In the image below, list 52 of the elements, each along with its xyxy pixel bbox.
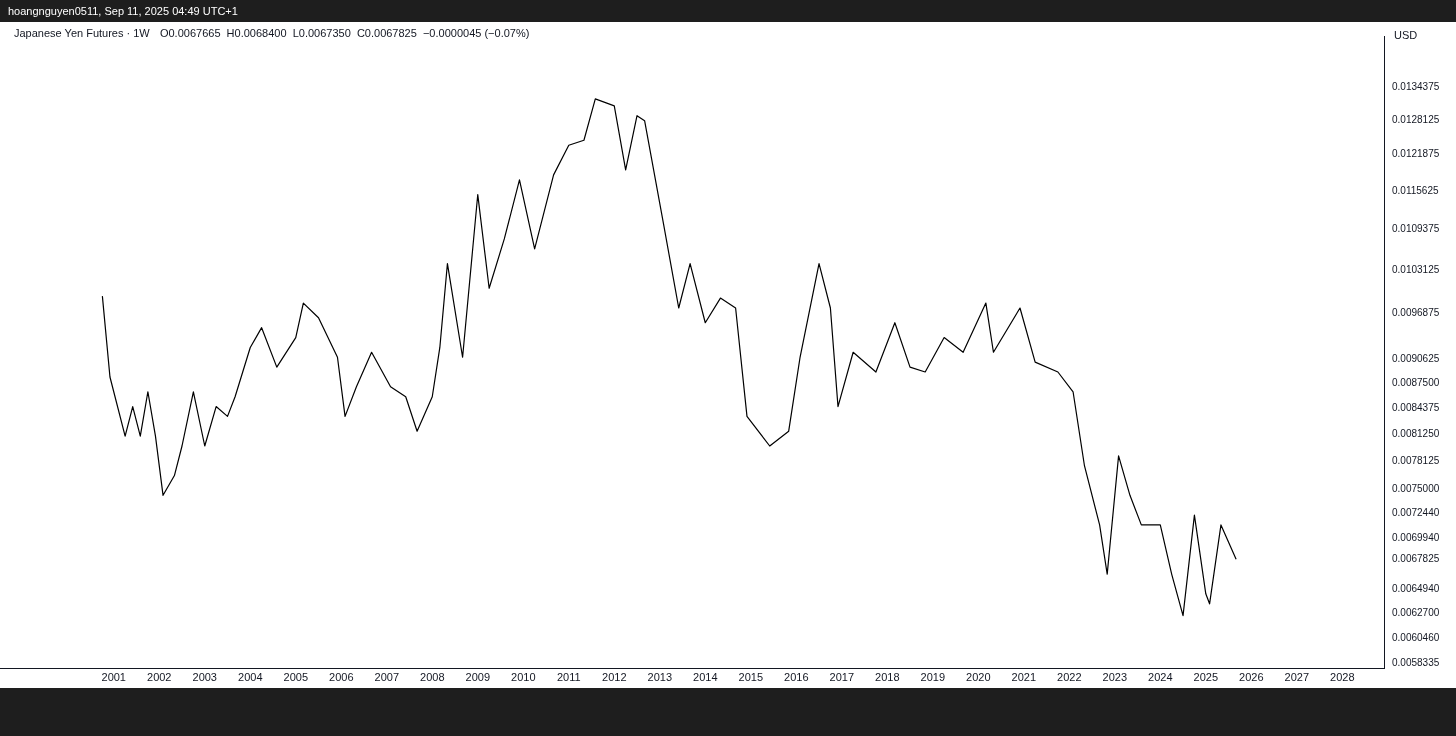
x-tick-label: 2001 (101, 671, 126, 684)
y-tick-label: 0.0067825 (1392, 552, 1440, 564)
y-tick-label: 0.0115625 (1392, 184, 1439, 196)
x-tick-label: 2009 (465, 671, 491, 684)
x-tick-label: 2005 (283, 671, 308, 684)
y-tick-label: 0.0128125 (1392, 113, 1440, 125)
text: hoangnguyen0511, Sep 11, 2025 04:49 UTC+1 (7, 4, 239, 19)
x-tick-label: 2022 (1057, 671, 1082, 684)
y-tick-label: 0.0075000 (1392, 483, 1440, 495)
x-tick-label: 2027 (1284, 671, 1310, 684)
annotation: O0.0067665 H0.0068400 L0.0067350 C0.0067825 −0.0000045 (−0.07%) (159, 27, 530, 40)
x-tick-label: 2019 (920, 671, 946, 684)
x-tick-label: 2006 (329, 671, 354, 684)
x-tick-label: 2003 (192, 671, 217, 684)
x-tick-label: 2002 (147, 671, 172, 684)
x-tick-label: 2025 (1193, 671, 1219, 684)
x-tick-label: 2015 (738, 671, 764, 684)
x-tick-label: 2014 (693, 671, 718, 684)
x-tick-label: 2016 (784, 671, 809, 684)
y-tick-label: 0.0134375 (1392, 80, 1440, 92)
x-tick-label: 2023 (1102, 671, 1128, 684)
x-tick-label: 2017 (829, 671, 855, 684)
chart-title: Japanese Yen Futures · 1W (14, 27, 151, 40)
y-tick-label: 0.0072440 (1392, 507, 1440, 519)
y-tick-label: 0.0060460 (1392, 632, 1440, 644)
y-tick-label: 0.0078125 (1392, 455, 1440, 467)
y-tick-label: 0.0081250 (1392, 428, 1440, 440)
x-tick-label: 2024 (1148, 671, 1173, 684)
text: USD (1394, 29, 1418, 42)
y-tick-label: 0.0064940 (1392, 582, 1440, 594)
x-tick-label: 2021 (1011, 671, 1037, 684)
x-tick-label: 2010 (511, 671, 536, 684)
y-tick-label: 0.0096875 (1392, 306, 1440, 318)
y-tick-label: 0.0069940 (1392, 531, 1440, 543)
y-tick-label: 0.0058335 (1392, 656, 1440, 668)
x-tick-label: 2007 (374, 671, 399, 684)
x-tick-label: 2013 (647, 671, 673, 684)
x-tick-label: 2026 (1239, 671, 1264, 684)
x-tick-label: 2004 (238, 671, 263, 684)
x-tick-label: 2008 (420, 671, 445, 684)
y-tick-label: 0.0090625 (1392, 352, 1440, 364)
x-tick-label: 2012 (602, 671, 627, 684)
y-tick-label: 0.0087500 (1392, 376, 1440, 388)
x-tick-label: 2018 (875, 671, 900, 684)
y-tick-label: 0.0062700 (1392, 606, 1440, 618)
x-tick-label: 2028 (1330, 671, 1355, 684)
y-tick-label: 0.0084375 (1392, 402, 1440, 414)
x-tick-label: 2020 (966, 671, 991, 684)
y-tick-label: 0.0109375 (1392, 222, 1440, 234)
y-tick-label: 0.0121875 (1392, 148, 1440, 160)
y-tick-label: 0.0103125 (1392, 263, 1440, 275)
x-tick-label: 2011 (556, 671, 581, 684)
